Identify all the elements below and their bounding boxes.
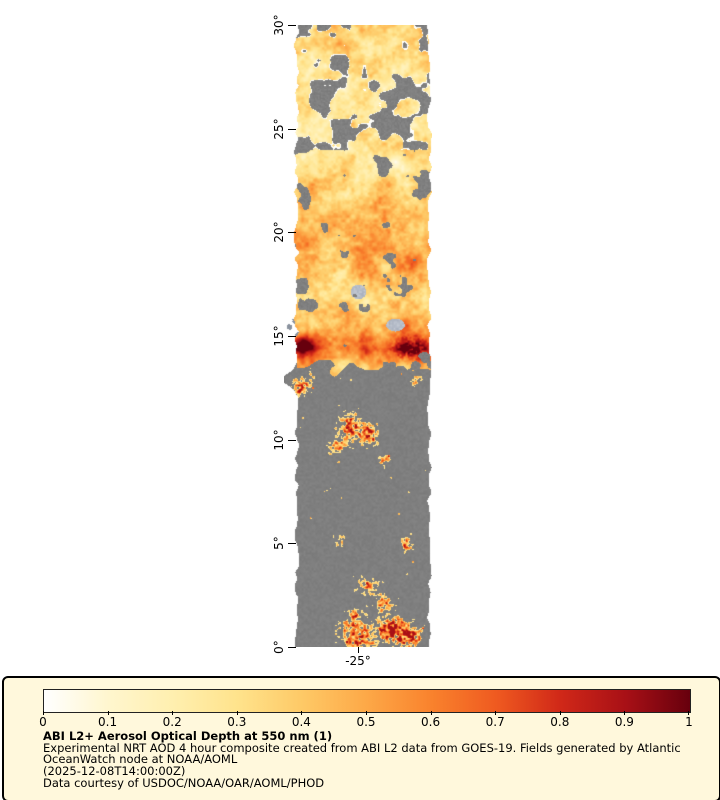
lat-tick [288,543,296,544]
lat-axis-label: 30° [272,14,286,36]
aod-map-image [284,25,432,647]
lat-axis-label: 10° [272,429,286,451]
colorbar-tick-labels: 0 0.1 0.2 0.3 0.4 0.5 0.6 0.7 0.8 0.9 1 [39,715,693,729]
caption-credit: Data courtesy of USDOC/NOAA/OAR/AOML/PHO… [43,775,325,790]
lat-axis-label: 0° [272,640,286,654]
colorbar-tick-label: 1 [685,715,693,729]
lon-axis-label: -25° [345,654,371,668]
lat-axis-label: 15° [272,325,286,347]
colorbar-tick-label: 0 [39,715,47,729]
lat-axis-label: 5° [272,536,286,550]
lat-tick [288,647,296,648]
colorbar-tick-label: 0.5 [356,715,376,729]
lat-tick [288,232,296,233]
colorbar-tick-label: 0.2 [162,715,182,729]
caption-timestamp: (2025-12-08T14:00:00Z) [43,764,186,779]
colorbar-gradient [43,689,691,713]
colorbar-tick-label: 0.3 [227,715,247,729]
colorbar-tick-label: 0.4 [291,715,311,729]
caption: ABI L2+ Aerosol Optical Depth at 550 nm … [43,729,681,790]
colorbar-ticks [43,711,689,716]
colorbar-tick-label: 0.9 [614,715,634,729]
lat-tick [288,129,296,130]
caption-line: Experimental NRT AOD 4 hour composite cr… [43,740,681,755]
colorbar-tick-label: 0.7 [485,715,505,729]
colorbar-tick-label: 0.1 [98,715,118,729]
colorbar-tick-label: 0.6 [421,715,441,729]
caption-line: OceanWatch node at NOAA/AOML [43,752,238,767]
caption-title: ABI L2+ Aerosol Optical Depth at 550 nm … [43,729,333,743]
legend-panel: 0 0.1 0.2 0.3 0.4 0.5 0.6 0.7 0.8 0.9 1 … [2,676,720,800]
lat-tick [288,440,296,441]
colorbar-tick-label: 0.8 [550,715,570,729]
lat-axis-label: 20° [272,221,286,243]
lon-tick [358,647,359,653]
lat-axis-label: 25° [272,118,286,140]
lat-tick [288,336,296,337]
lat-tick [288,25,296,26]
